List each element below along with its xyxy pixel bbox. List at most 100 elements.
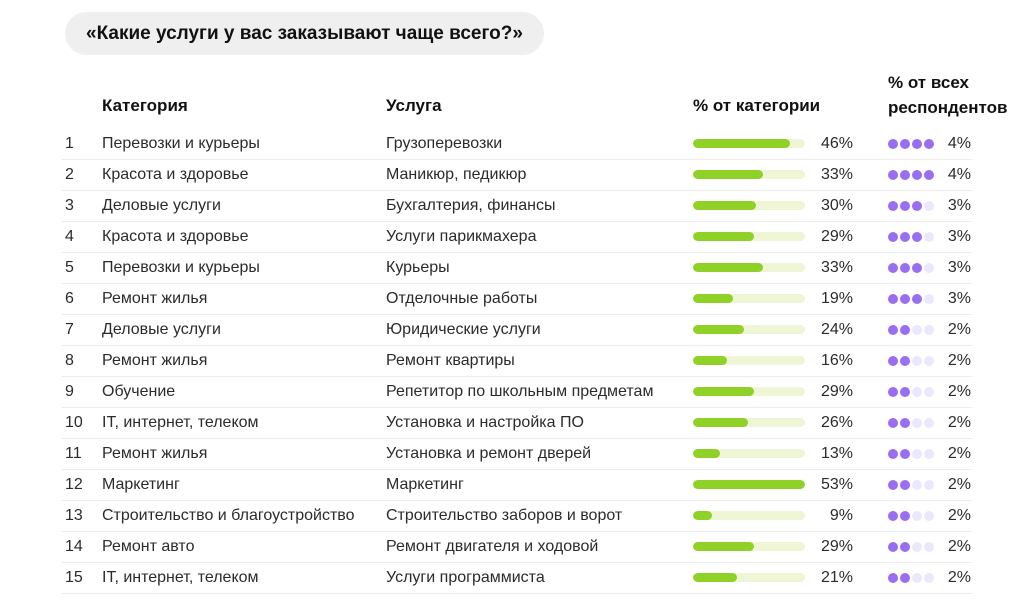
row-category: Ремонт авто (102, 538, 195, 555)
pct-category-bar-track (693, 480, 805, 489)
row-number: 6 (65, 290, 74, 307)
pct-category-label: 16% (820, 352, 853, 369)
row-category: Маркетинг (102, 476, 180, 493)
dot-filled-icon (912, 232, 922, 242)
row-category: Ремонт жилья (102, 445, 208, 462)
header-pct-category: % от категории (693, 96, 821, 115)
pct-category-bar-track (693, 449, 805, 458)
dot-empty-icon (924, 356, 934, 366)
respondent-dots (888, 170, 934, 180)
pct-category-bar (693, 511, 713, 520)
pct-respondents-label: 2% (947, 538, 971, 555)
pct-respondents-label: 3% (947, 259, 971, 276)
row-number: 13 (65, 507, 83, 524)
respondent-dots (888, 387, 934, 397)
header-service: Услуга (386, 96, 442, 115)
dot-empty-icon (924, 542, 934, 552)
pct-category-bar-track (693, 573, 805, 582)
dot-empty-icon (912, 356, 922, 366)
dot-filled-icon (888, 201, 898, 211)
dot-filled-icon (900, 263, 910, 273)
dot-empty-icon (924, 387, 934, 397)
row-divider (62, 500, 972, 501)
row-service: Ремонт двигателя и ходовой (386, 538, 599, 555)
dot-filled-icon (900, 139, 910, 149)
dot-empty-icon (912, 325, 922, 335)
dot-filled-icon (912, 294, 922, 304)
row-service: Курьеры (386, 259, 450, 276)
dot-filled-icon (888, 542, 898, 552)
row-category: Красота и здоровье (102, 228, 249, 245)
pct-category-label: 13% (820, 445, 853, 462)
row-number: 15 (65, 569, 83, 586)
dot-filled-icon (900, 387, 910, 397)
pct-category-label: 21% (820, 569, 853, 586)
dot-filled-icon (900, 356, 910, 366)
row-number: 2 (65, 166, 74, 183)
row-divider (62, 438, 972, 439)
row-number: 9 (65, 383, 74, 400)
row-divider (62, 593, 972, 594)
dot-filled-icon (888, 139, 898, 149)
table-row: 3 Деловые услуги Бухгалтерия, финансы 30% 3% (0, 191, 1027, 222)
pct-category-bar-track (693, 294, 805, 303)
dot-filled-icon (900, 573, 910, 583)
pct-category-bar (693, 325, 744, 334)
row-category: Деловые услуги (102, 321, 221, 338)
chart-title: «Какие услуги у вас заказывают чаще всег… (65, 12, 544, 55)
row-service: Строительство заборов и ворот (386, 507, 623, 524)
row-number: 7 (65, 321, 74, 338)
dot-empty-icon (924, 201, 934, 211)
table-row: 9 Обучение Репетитор по школьным предметам… (0, 377, 1027, 408)
dot-filled-icon (888, 418, 898, 428)
row-service: Установка и ремонт дверей (386, 445, 592, 462)
pct-category-bar (693, 480, 805, 489)
dot-empty-icon (924, 325, 934, 335)
dot-filled-icon (888, 232, 898, 242)
row-divider (62, 159, 972, 160)
dot-empty-icon (924, 263, 934, 273)
table-row: 13 Строительство и благоустройство Строите… (0, 501, 1027, 532)
pct-respondents-label: 2% (947, 352, 971, 369)
pct-respondents-label: 3% (947, 228, 971, 245)
pct-respondents-label: 2% (947, 476, 971, 493)
pct-category-label: 46% (820, 135, 853, 152)
dot-filled-icon (924, 170, 934, 180)
pct-category-bar-track (693, 325, 805, 334)
respondent-dots (888, 294, 934, 304)
dot-filled-icon (888, 263, 898, 273)
row-service: Ремонт квартиры (386, 352, 515, 369)
dot-filled-icon (912, 201, 922, 211)
dot-empty-icon (924, 511, 934, 521)
pct-category-bar-track (693, 542, 805, 551)
dot-filled-icon (912, 263, 922, 273)
pct-category-label: 33% (820, 259, 853, 276)
pct-category-label: 30% (820, 197, 853, 214)
pct-category-bar-track (693, 201, 805, 210)
table-row: 7 Деловые услуги Юридические услуги 24% 2% (0, 315, 1027, 346)
row-service: Маркетинг (386, 476, 464, 493)
row-service: Услуги программиста (386, 569, 545, 586)
row-service: Репетитор по школьным предметам (386, 383, 654, 400)
row-category: Перевозки и курьеры (102, 135, 260, 152)
respondent-dots (888, 449, 934, 459)
pct-category-bar-track (693, 139, 805, 148)
pct-category-bar-track (693, 418, 805, 427)
header-pct-respondents-line1: % от всех (888, 73, 970, 92)
row-number: 5 (65, 259, 74, 276)
table-row: 4 Красота и здоровье Услуги парикмахера 29%… (0, 222, 1027, 253)
pct-category-bar (693, 449, 721, 458)
row-category: Ремонт жилья (102, 290, 208, 307)
row-number: 4 (65, 228, 74, 245)
row-service: Бухгалтерия, финансы (386, 197, 556, 214)
respondent-dots (888, 480, 934, 490)
pct-category-bar (693, 139, 791, 148)
row-category: Строительство и благоустройство (102, 507, 355, 524)
dot-filled-icon (888, 325, 898, 335)
dot-empty-icon (924, 418, 934, 428)
row-category: Ремонт жилья (102, 352, 208, 369)
respondent-dots (888, 511, 934, 521)
dot-filled-icon (924, 139, 934, 149)
dot-empty-icon (924, 449, 934, 459)
dot-filled-icon (900, 511, 910, 521)
